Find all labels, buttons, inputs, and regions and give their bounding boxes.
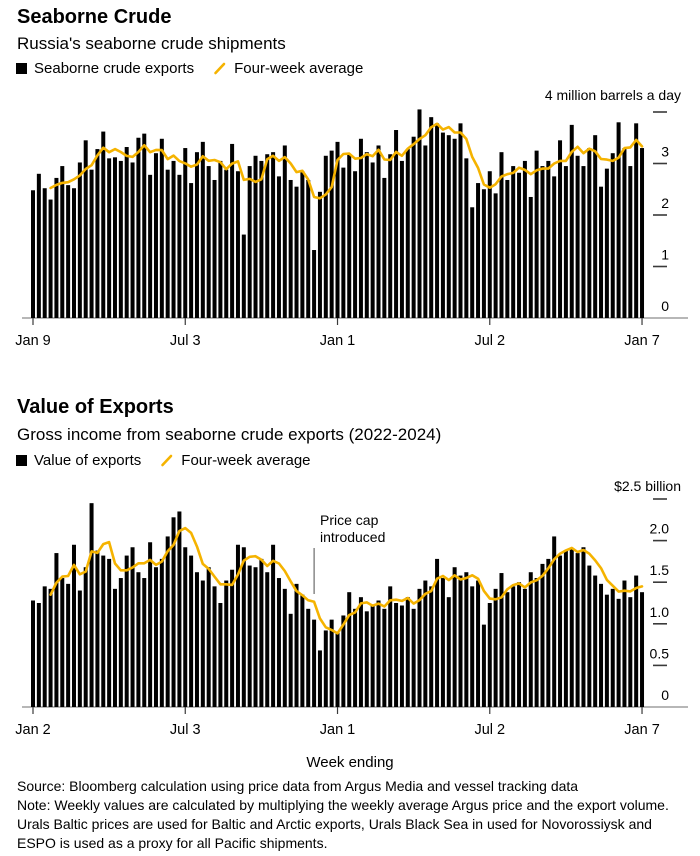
svg-text:0: 0 <box>661 687 669 703</box>
chart1-legend-line-label: Four-week average <box>234 60 364 77</box>
svg-text:Jan 1: Jan 1 <box>320 333 355 349</box>
seaborne-crude-bar-chart: Jan 9 Jul 3 Jan 1 Jul 2 Jan 7 3 2 1 0 <box>15 109 688 349</box>
svg-text:Jan 9: Jan 9 <box>15 333 50 349</box>
footer-source-line: Source: Bloomberg calculation using pric… <box>17 778 579 794</box>
bar-swatch-icon <box>16 455 27 466</box>
svg-text:1.0: 1.0 <box>650 604 670 620</box>
svg-text:2: 2 <box>661 195 669 211</box>
svg-text:2.0: 2.0 <box>650 521 670 537</box>
value-of-exports-bar-chart: Jan 2 Jul 3 Jan 1 Jul 2 Jan 7 2.0 1.5 1.0 0.5 0 <box>15 498 688 738</box>
svg-text:Jul 2: Jul 2 <box>474 722 505 738</box>
svg-text:0: 0 <box>661 298 669 314</box>
footer-note-line3: ESPO is used as a proxy for all Pacific … <box>17 835 328 851</box>
chart1-legend-bar-label: Seaborne crude exports <box>34 60 195 77</box>
chart2-axis-unit-label: $2.5 billion <box>614 478 681 494</box>
chart2-legend-bar-label: Value of exports <box>34 452 142 469</box>
footer-note-line2: Urals Baltic prices are used for Baltic … <box>17 816 652 832</box>
price-cap-annotation: Price cap introduced <box>320 512 385 545</box>
chart2-legend-line-label: Four-week average <box>181 452 311 469</box>
chart2-subtitle: Gross income from seaborne crude exports… <box>17 425 442 444</box>
bar-swatch-icon <box>16 63 27 74</box>
svg-text:1: 1 <box>661 247 669 263</box>
chart1-subtitle: Russia's seaborne crude shipments <box>17 34 286 53</box>
svg-text:Jul 3: Jul 3 <box>170 722 201 738</box>
chart1-legend: Seaborne crude exports Four-week average <box>16 60 363 77</box>
chart2-xaxis-title: Week ending <box>306 754 394 771</box>
chart1-title: Seaborne Crude <box>17 6 172 28</box>
average-line-slash-icon <box>161 454 173 467</box>
svg-text:Jan 1: Jan 1 <box>320 722 355 738</box>
source-note-footer: Source: Bloomberg calculation using pric… <box>17 777 669 853</box>
price-cap-annotation-line1: Price cap <box>320 512 379 528</box>
svg-text:Jan 7: Jan 7 <box>624 722 659 738</box>
svg-text:Jul 3: Jul 3 <box>170 333 201 349</box>
price-cap-annotation-line2: introduced <box>320 528 386 545</box>
chart1-axis-unit-label: 4 million barrels a day <box>544 87 681 103</box>
svg-text:Jul 2: Jul 2 <box>474 333 505 349</box>
average-line-slash-icon <box>214 62 226 75</box>
svg-text:0.5: 0.5 <box>650 645 670 661</box>
chart2-title: Value of Exports <box>17 396 174 418</box>
chart2-legend: Value of exports Four-week average <box>16 452 311 469</box>
svg-text:1.5: 1.5 <box>650 562 670 578</box>
footer-note-line1: Note: Weekly values are calculated by mu… <box>17 797 669 813</box>
svg-text:Jan 7: Jan 7 <box>624 333 659 349</box>
svg-text:3: 3 <box>661 144 669 160</box>
svg-text:Jan 2: Jan 2 <box>15 722 50 738</box>
